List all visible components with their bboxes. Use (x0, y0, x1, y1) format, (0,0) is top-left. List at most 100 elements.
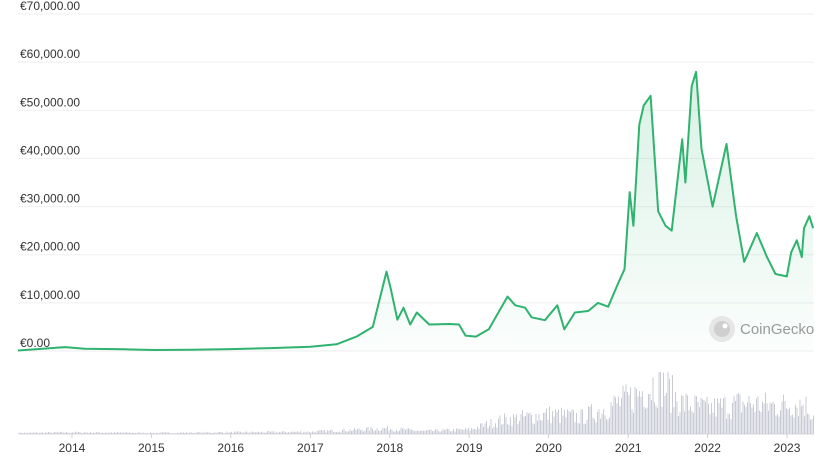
volume-bar (52, 432, 54, 434)
volume-bar (321, 430, 322, 434)
volume-bar (750, 403, 751, 434)
volume-bar (787, 409, 789, 434)
volume-bar (85, 432, 87, 434)
volume-bar (405, 430, 406, 434)
volume-bar (432, 431, 433, 434)
x-tick-label: 2017 (297, 441, 324, 455)
volume-bar (189, 432, 190, 434)
volume-bar (433, 430, 435, 434)
volume-bar (642, 391, 643, 434)
volume-bar (739, 394, 741, 434)
volume-bar (685, 393, 687, 434)
volume-bar (55, 432, 57, 434)
volume-bar (402, 428, 403, 434)
volume-bar (93, 432, 94, 434)
volume-bar (709, 414, 711, 434)
volume-bar (36, 432, 37, 434)
volume-bar (618, 396, 619, 434)
volume-bar (621, 398, 622, 434)
volume-bar (271, 431, 273, 434)
volume-bar (654, 402, 655, 434)
x-tick-label: 2018 (376, 441, 403, 455)
volume-bar (298, 432, 300, 434)
volume-bar (235, 431, 237, 434)
volume-bar (379, 430, 381, 434)
volume-bar (588, 406, 589, 434)
volume-bar (694, 395, 696, 434)
volume-bar (22, 433, 24, 434)
volume-bar (381, 429, 382, 434)
volume-bar (25, 432, 27, 434)
volume-bar (580, 409, 582, 434)
x-tick-label: 2022 (694, 441, 721, 455)
volume-bar (525, 415, 526, 434)
volume-bar (424, 430, 426, 434)
volume-bar (75, 431, 76, 434)
volume-bar (582, 409, 583, 434)
volume-bar (649, 393, 651, 434)
volume-bar (183, 432, 184, 434)
volume-bar (195, 433, 196, 434)
volume-bar (411, 429, 412, 434)
volume-bar (732, 402, 733, 434)
volume-bar (130, 433, 132, 434)
volume-bar (669, 378, 670, 434)
volume-bar (154, 433, 156, 434)
volume-bar (316, 430, 318, 434)
volume-bar (355, 430, 357, 434)
volume-bar (601, 413, 603, 434)
y-tick-label: €40,000.00 (20, 143, 80, 157)
volume-bar (378, 430, 379, 434)
volume-bar (688, 410, 690, 434)
volume-bar (612, 406, 613, 434)
volume-bar (502, 424, 504, 434)
volume-bar (81, 433, 82, 434)
volume-bar (756, 398, 757, 434)
volume-bar (313, 431, 315, 434)
volume-bar (496, 427, 498, 434)
volume-bar (120, 432, 121, 434)
volume-bar (733, 395, 735, 434)
volume-bar (376, 428, 378, 434)
price-line (17, 70, 815, 352)
volume-bar (291, 431, 292, 434)
volume-bar (597, 411, 598, 434)
volume-bar (156, 432, 157, 434)
volume-bar (613, 395, 615, 434)
volume-bar (133, 432, 135, 434)
volume-bar (453, 428, 454, 434)
volume-bar (46, 432, 48, 434)
volume-bar (237, 431, 238, 434)
volume-bar (217, 431, 219, 434)
volume-bar (715, 416, 717, 434)
coingecko-watermark: CoinGecko (709, 316, 814, 342)
volume-bar (421, 430, 423, 434)
volume-bar (511, 426, 513, 434)
volume-bar (427, 429, 429, 434)
volume-bar (319, 430, 321, 434)
volume-bar (448, 429, 450, 434)
volume-bar (561, 407, 562, 434)
volume-bar (412, 430, 414, 434)
volume-bar (600, 418, 601, 434)
volume-bar (477, 426, 478, 434)
volume-bar (43, 433, 45, 434)
volume-bar (720, 398, 721, 434)
volume-bar (570, 412, 571, 434)
volume-bar (790, 415, 792, 434)
volume-bar (270, 431, 271, 434)
y-tick-label: €70,000.00 (20, 0, 80, 13)
volume-bar (414, 431, 415, 434)
volume-bar (643, 406, 645, 434)
volume-bar (19, 432, 21, 434)
volume-bar (51, 433, 52, 434)
volume-bar (168, 432, 169, 434)
volume-bar (640, 396, 642, 434)
volume-bar (139, 432, 141, 434)
volume-bar (507, 424, 508, 434)
volume-bar (219, 432, 220, 434)
volume-bar (541, 420, 543, 434)
volume-bar (87, 432, 88, 434)
volume-bar (277, 432, 279, 434)
volume-bar (615, 397, 616, 434)
